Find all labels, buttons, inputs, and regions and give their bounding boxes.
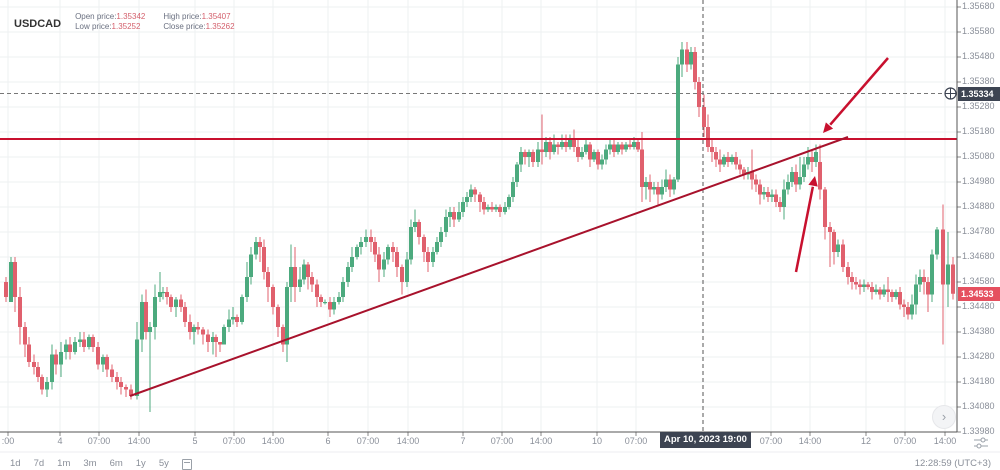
- scroll-right-button[interactable]: ›: [932, 405, 956, 429]
- range-1m[interactable]: 1m: [57, 458, 71, 469]
- low-value: 1.35252: [111, 22, 141, 31]
- range-1d[interactable]: 1d: [10, 458, 21, 469]
- y-axis-tick: 1.34880: [962, 201, 995, 211]
- open-label: Open price:: [75, 12, 117, 21]
- candles: [4, 42, 955, 412]
- y-axis-tick: 1.35080: [962, 151, 995, 161]
- x-axis-tick: 14:00: [127, 436, 151, 446]
- y-axis-tick: 1.35580: [962, 26, 995, 36]
- y-axis-tick: 1.34980: [962, 176, 995, 186]
- x-axis-tick: 6: [325, 436, 331, 446]
- y-axis-tick: 1.35380: [962, 76, 995, 86]
- range-1y[interactable]: 1y: [135, 458, 146, 469]
- y-axis-tick: 1.33980: [962, 426, 995, 436]
- open-value: 1.35342: [116, 12, 146, 21]
- x-axis-tick: :00: [1, 436, 15, 446]
- x-axis-tick: 07:00: [87, 436, 111, 446]
- ohlc-legend: USDCAD Open price:1.35342 High price:1.3…: [14, 12, 235, 31]
- x-axis-tick: 07:00: [356, 436, 380, 446]
- x-axis-tick: 10: [591, 436, 603, 446]
- y-axis-tick: 1.35680: [962, 1, 995, 11]
- chevron-right-icon: ›: [941, 409, 947, 424]
- y-axis-tick: 1.34380: [962, 326, 995, 336]
- y-axis-tick: 1.35480: [962, 51, 995, 61]
- range-selector: 1d 7d 1m 3m 6m 1y 5y: [10, 458, 192, 470]
- y-axis-tick: 1.34480: [962, 301, 995, 311]
- crosshair-add-icon[interactable]: [944, 87, 957, 100]
- high-label: High price:: [163, 12, 202, 21]
- range-7d[interactable]: 7d: [33, 458, 45, 469]
- close-value: 1.35262: [205, 22, 235, 31]
- x-axis-tick: 07:00: [222, 436, 246, 446]
- x-axis-tick: 4: [57, 436, 63, 446]
- x-axis-tick: 07:00: [759, 436, 783, 446]
- crosshair: [0, 0, 957, 432]
- x-axis-tick: 14:00: [933, 436, 957, 446]
- x-axis-tick: 07:00: [624, 436, 648, 446]
- x-axis-tick: 12: [860, 436, 872, 446]
- calendar-icon[interactable]: [181, 459, 192, 470]
- y-axis-tick: 1.35180: [962, 126, 995, 136]
- x-axis-tick: 07:00: [893, 436, 917, 446]
- grid-lines: [0, 0, 961, 436]
- symbol-name: USDCAD: [14, 18, 62, 30]
- close-label: Close price:: [163, 22, 206, 31]
- x-axis-tick: 7: [460, 436, 466, 446]
- y-axis-tick: 1.35280: [962, 101, 995, 111]
- x-axis-tick: 07:00: [490, 436, 514, 446]
- low-label: Low price:: [75, 22, 112, 31]
- clock: 12:28:59 (UTC+3): [914, 458, 991, 469]
- range-5y[interactable]: 5y: [158, 458, 169, 469]
- last-price-tag: 1.34533: [958, 287, 1000, 301]
- x-axis-tick: 14:00: [798, 436, 822, 446]
- y-axis-tick: 1.34780: [962, 226, 995, 236]
- y-axis-tick: 1.34080: [962, 401, 995, 411]
- y-axis-tick: 1.34580: [962, 276, 995, 286]
- range-3m[interactable]: 3m: [83, 458, 97, 469]
- axis-settings-icon[interactable]: [973, 437, 989, 449]
- x-axis-tick: 14:00: [529, 436, 553, 446]
- crosshair-price-tag: 1.35334: [958, 87, 1000, 101]
- range-6m[interactable]: 6m: [109, 458, 123, 469]
- y-axis-tick: 1.34680: [962, 251, 995, 261]
- x-axis-tick: 14:00: [261, 436, 285, 446]
- y-axis-tick: 1.34280: [962, 351, 995, 361]
- high-value: 1.35407: [201, 12, 231, 21]
- y-axis-tick: 1.34180: [962, 376, 995, 386]
- ohlc-values: Open price:1.35342 High price:1.35407 Lo…: [75, 12, 234, 31]
- x-axis-tick: 5: [192, 436, 198, 446]
- crosshair-time-tag: Apr 10, 2023 19:00: [660, 432, 751, 448]
- annotations: [0, 57, 957, 397]
- x-axis-tick: 14:00: [396, 436, 420, 446]
